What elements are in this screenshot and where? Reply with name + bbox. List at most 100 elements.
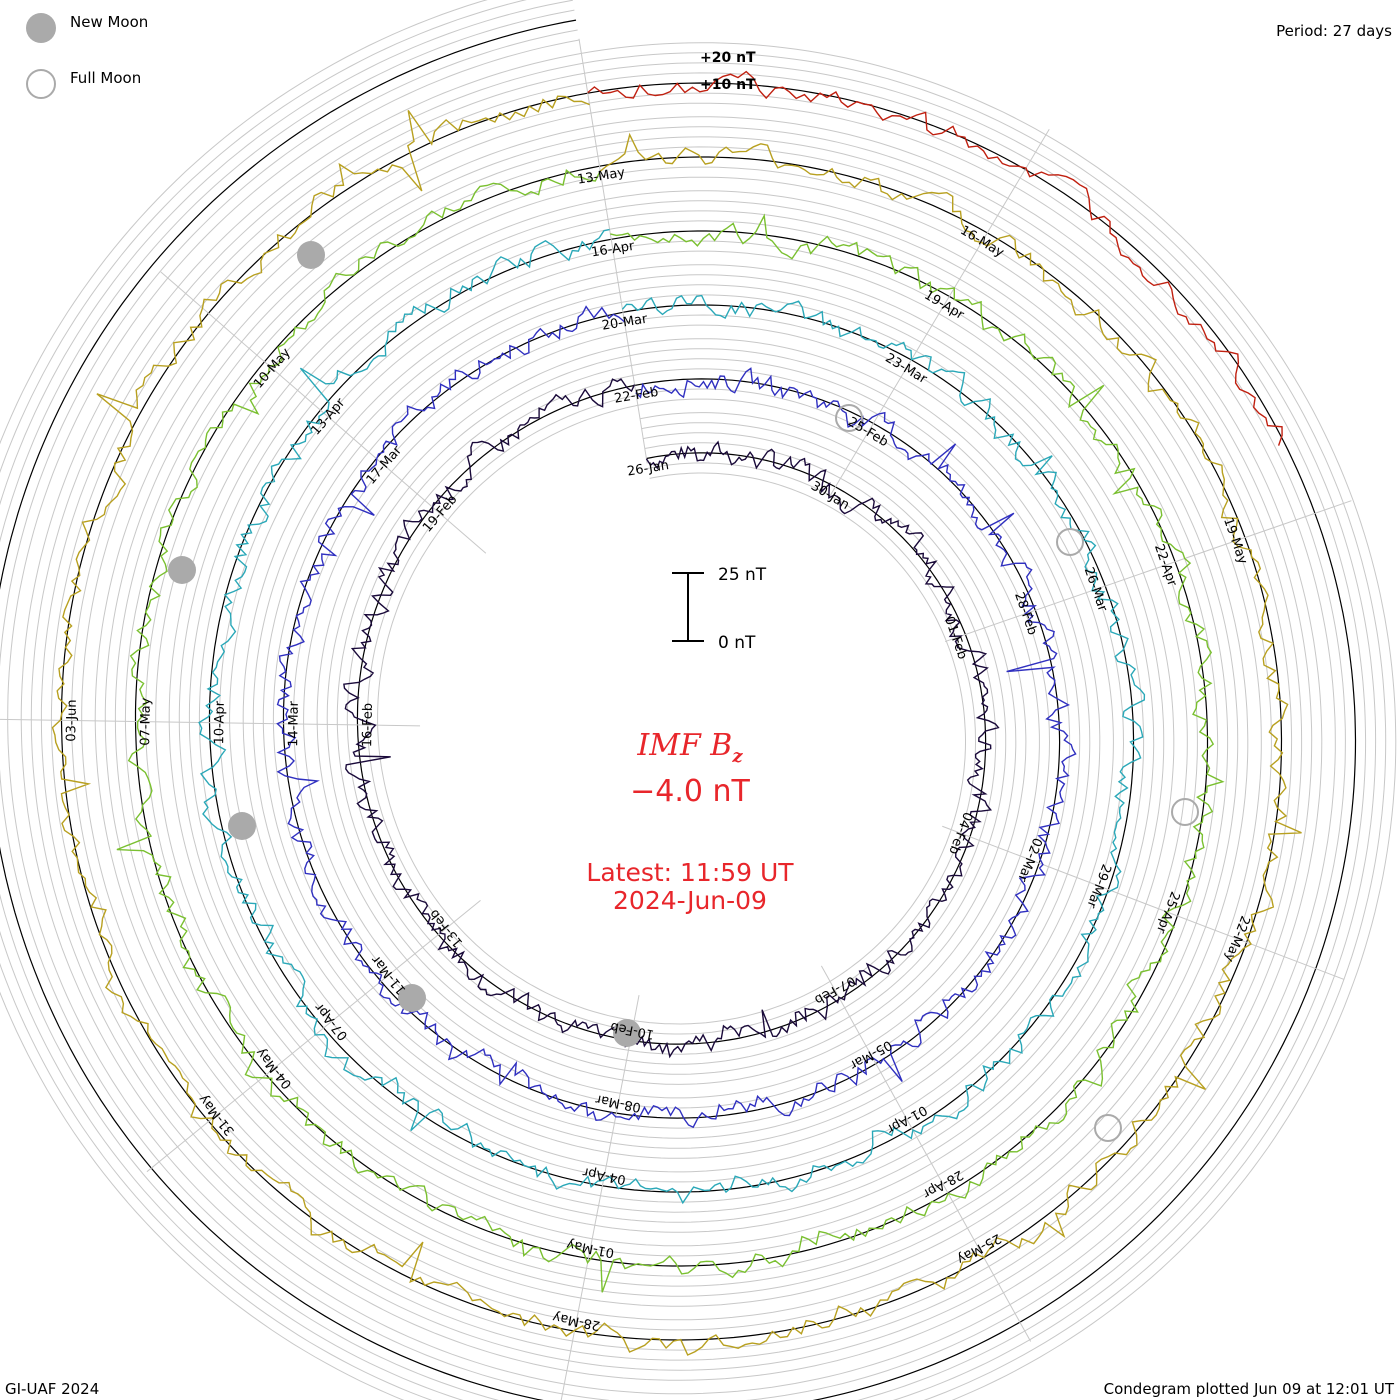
trace-cycle-3 (198, 228, 1146, 1205)
guide-ring (303, 331, 1040, 1099)
day-spokes (0, 38, 1352, 1400)
guide-ring (242, 272, 1101, 1159)
guide-ring (219, 248, 1125, 1183)
scale-top-label: 25 nT (718, 565, 767, 585)
date-label: 22-Feb (613, 385, 659, 407)
guide-ring (7, 39, 1336, 1395)
guide-ring (178, 208, 1165, 1223)
trace-cycle-6 (587, 70, 1283, 446)
full-moon-marker (1056, 528, 1084, 556)
guide-ring (336, 365, 1007, 1065)
new-moon-marker (168, 556, 196, 584)
chart-title: IMF Bz (450, 728, 930, 767)
ref-label-10: +10 nT (700, 77, 756, 93)
date-label: 20-Mar (601, 312, 649, 334)
spoke (942, 825, 1345, 980)
trace-cycle-1 (343, 378, 1000, 1059)
date-label: 01-May (565, 1236, 615, 1260)
guide-ring (40, 72, 1303, 1361)
spoke (560, 995, 640, 1400)
date-label: 13-May (576, 165, 626, 187)
date-label: 16-Feb (360, 703, 376, 747)
guide-ring (104, 135, 1239, 1297)
guide-ring (262, 292, 1081, 1139)
legend-new-moon-label: New Moon (70, 13, 149, 31)
date-label: 25-May (954, 1230, 1004, 1267)
full-moon-icon (26, 69, 56, 99)
zero-line (208, 238, 1135, 1193)
guide-ring (377, 404, 966, 1025)
trace-cycle-4 (116, 169, 1225, 1293)
spoke (160, 271, 487, 554)
moon-markers (168, 241, 1199, 1142)
guide-ring (50, 82, 1293, 1351)
new-moon-marker (228, 812, 256, 840)
latest-date: 2024-Jun-09 (613, 886, 767, 915)
zero-line (282, 311, 1061, 1119)
period-label: Period: 27 days (1276, 22, 1392, 40)
guide-ring (316, 345, 1027, 1085)
full-moon-marker (1171, 798, 1199, 826)
legend-full-moon-label: Full Moon (70, 69, 142, 87)
trace-cycle-2 (276, 305, 1077, 1129)
spoke (578, 38, 648, 464)
guide-ring (0, 29, 1346, 1400)
guide-ring (188, 218, 1155, 1213)
guide-ring (252, 282, 1091, 1149)
ref-label-20: +20 nT (700, 50, 756, 66)
guide-ring (94, 125, 1249, 1307)
spoke (944, 500, 1352, 643)
plotted-timestamp: Condegram plotted Jun 09 at 12:01 UT (1103, 1380, 1394, 1398)
latest-value: −4.0 nT (630, 774, 750, 809)
guide-ring (292, 321, 1051, 1109)
latest-time: Latest: 11:59 UT (586, 858, 794, 887)
guide-ring (326, 355, 1017, 1075)
guide-ring (81, 112, 1262, 1321)
trace-cycle-5 (51, 95, 1302, 1356)
reference-level-labels: +20 nT +10 nT (700, 50, 756, 93)
zero-line (356, 384, 987, 1045)
date-label: 03-Jun (64, 699, 80, 742)
date-label: 28-May (551, 1309, 601, 1333)
date-label: 08-Mar (594, 1091, 642, 1115)
guide-ring (71, 102, 1272, 1331)
scale-bottom-label: 0 nT (718, 633, 756, 653)
spoke (828, 128, 1050, 499)
zero-line (60, 92, 1283, 1341)
guide-ring (145, 175, 1198, 1257)
date-label: 16-Apr (590, 239, 636, 261)
credit-label: GI-UAF 2024 (5, 1380, 100, 1398)
guide-ring (367, 394, 976, 1035)
guide-ring (155, 185, 1188, 1247)
new-moon-marker (297, 241, 325, 269)
title-main: IMF B (637, 728, 733, 763)
data-traces (51, 70, 1302, 1356)
guide-ring (198, 228, 1145, 1203)
guide-ring (168, 199, 1175, 1233)
legend-icons (26, 13, 56, 99)
new-moon-icon (26, 13, 56, 43)
guide-ring (346, 375, 997, 1055)
guide-ring (272, 301, 1071, 1129)
guide-ring (30, 62, 1313, 1371)
scale-bar: 25 nT 0 nT (672, 565, 767, 653)
zero-line (0, 19, 1357, 1400)
new-moon-marker (398, 984, 426, 1012)
spoke (820, 965, 1032, 1342)
guide-ring (114, 145, 1229, 1287)
full-moon-marker (1094, 1114, 1122, 1142)
date-label: 14-Mar (286, 700, 302, 747)
title-subscript: z (732, 746, 743, 767)
date-label: 10-Apr (212, 700, 228, 744)
guide-ring (124, 155, 1219, 1277)
guide-ring (20, 52, 1323, 1381)
guide-ring (229, 258, 1114, 1173)
date-label: 07-May (138, 697, 154, 746)
date-label: 26-Jan (626, 458, 670, 479)
new-moon-marker (613, 1019, 641, 1047)
